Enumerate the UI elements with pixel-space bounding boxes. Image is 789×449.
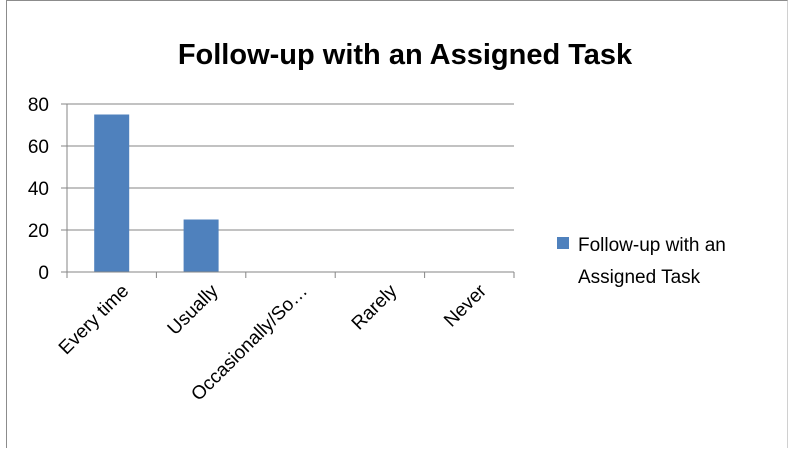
legend-label-line-1: Follow-up with an (578, 235, 726, 256)
y-axis-ticks: 0 20 40 60 80 (28, 95, 68, 284)
y-tick-label: 80 (28, 95, 49, 116)
bar-1 (183, 219, 219, 272)
bars (94, 114, 219, 272)
chart-frame (6, 0, 788, 448)
x-tick-label: Rarely (348, 280, 402, 334)
y-tick-label: 60 (28, 137, 49, 158)
y-tick-label: 20 (28, 221, 49, 242)
x-tick-label: Usually (164, 280, 223, 339)
chart-title: Follow-up with an Assigned Task (178, 39, 633, 71)
y-tick-label: 0 (38, 263, 49, 284)
x-tick-label: Every time (55, 281, 133, 359)
legend-label-line-2: Assigned Task (578, 267, 701, 288)
legend-swatch (557, 237, 569, 249)
x-axis (66, 271, 515, 278)
legend: Follow-up with an Assigned Task (557, 235, 726, 288)
gridlines (67, 103, 514, 273)
y-tick-label: 40 (28, 179, 49, 200)
bar-0 (94, 114, 130, 272)
x-tick-label: Never (440, 280, 491, 331)
